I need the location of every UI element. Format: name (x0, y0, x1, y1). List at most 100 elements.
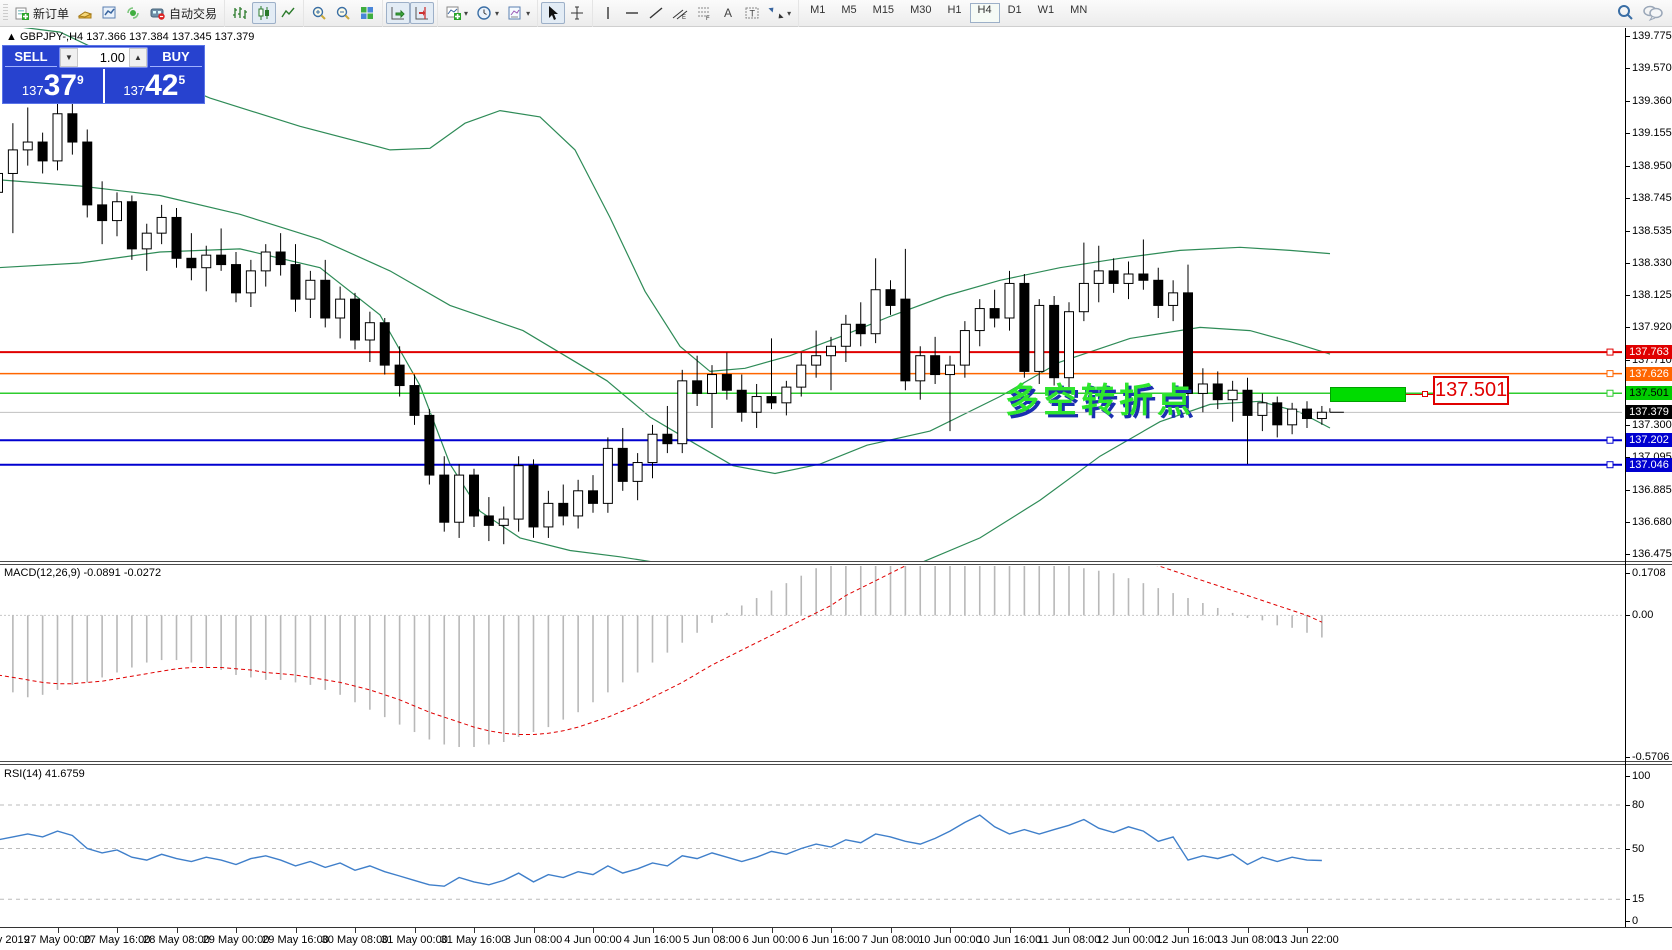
tile-windows-button[interactable] (355, 2, 379, 24)
trendline-button[interactable] (644, 2, 668, 24)
candlestick-chart-button[interactable] (252, 2, 277, 24)
price-flag-137.046[interactable]: 137.046 (1626, 457, 1672, 472)
time-label: 13 Jun 22:00 (1275, 934, 1339, 946)
volume-input[interactable] (78, 48, 129, 67)
volume-down-button[interactable]: ▼ (60, 48, 78, 67)
axis-tick (1625, 360, 1630, 362)
tile-windows-icon (359, 5, 375, 21)
horizontal-line-icon (624, 5, 640, 21)
symbol-period-label: GBPJPY-,H4 (19, 31, 84, 43)
price-box-marker[interactable] (1422, 391, 1428, 397)
text-button[interactable]: A (716, 2, 740, 24)
buy-price[interactable]: 137 42 5 (123, 69, 186, 102)
rsi-pane[interactable] (0, 766, 1625, 927)
indicators-button[interactable]: ▾ (441, 2, 472, 24)
time-tick (355, 928, 356, 933)
sell-price[interactable]: 137 37 9 (3, 69, 105, 103)
time-label: 28 May 08:00 (143, 934, 210, 946)
time-label: 12 Jun 16:00 (1156, 934, 1220, 946)
history-center-button[interactable] (73, 2, 97, 24)
new-order-button[interactable]: 新订单 (10, 2, 73, 24)
time-label: 3 Jun 08:00 (504, 934, 563, 946)
macd-pane[interactable] (0, 566, 1625, 762)
timeframe-mn-button[interactable]: MN (1070, 4, 1088, 16)
zoom-out-button[interactable] (331, 2, 355, 24)
timeframe-h4-button[interactable]: H4 (969, 3, 1000, 23)
volume-stepper: ▼ ▲ (59, 47, 148, 68)
cursor-button[interactable] (541, 2, 566, 24)
time-tick (176, 928, 178, 933)
toolbar-grip[interactable] (3, 4, 8, 22)
templates-icon (507, 5, 523, 21)
green-highlight-rectangle[interactable] (1330, 387, 1406, 402)
price-box-connector (1406, 394, 1433, 395)
time-tick (652, 928, 654, 933)
signal-button[interactable] (121, 2, 145, 24)
main-price-chart[interactable] (0, 28, 1625, 562)
axis-tick (1625, 295, 1630, 297)
candlestick-chart-icon (256, 5, 272, 21)
line-chart-icon (280, 5, 296, 21)
equidistant-channel-button[interactable]: E (668, 2, 692, 24)
axis-tick (1625, 522, 1630, 524)
pane-separator[interactable] (0, 761, 1672, 765)
pane-separator[interactable] (0, 561, 1672, 565)
price-annotation-box[interactable]: 137.501 (1433, 376, 1509, 405)
autotrade-button[interactable]: 自动交易 (145, 2, 221, 24)
timeframe-m15-button[interactable]: M15 (872, 4, 895, 16)
price-flag-137.379[interactable]: 137.379 (1626, 405, 1672, 420)
axis-tick (1625, 848, 1630, 850)
crosshair-button[interactable] (565, 2, 589, 24)
periods-button[interactable]: ▾ (472, 2, 503, 24)
new-order-label: 新订单 (33, 6, 70, 21)
zoom-out-icon (335, 5, 351, 21)
axis-tick (1625, 263, 1630, 264)
axis-tick (1625, 490, 1630, 492)
sell-button[interactable]: SELL (5, 49, 57, 67)
price-tick: 139.360 (1632, 95, 1672, 108)
vertical-line-button[interactable] (596, 2, 620, 24)
price-flag-137.763[interactable]: 137.763 (1626, 345, 1672, 360)
templates-button[interactable]: ▾ (503, 2, 534, 24)
rsi-tick: 0 (1632, 915, 1639, 927)
bar-chart-button[interactable] (228, 2, 252, 24)
chinese-annotation[interactable]: 多空转折点 (1005, 381, 1195, 421)
chart-shift-button[interactable] (410, 2, 435, 24)
chat-icon[interactable] (1642, 3, 1664, 24)
timeframe-m1-button[interactable]: M1 (810, 4, 826, 16)
timeframe-m5-button[interactable]: M5 (841, 4, 857, 16)
templates-caret-icon: ▾ (526, 8, 531, 18)
chart-window-button[interactable] (97, 2, 121, 24)
zoom-in-button[interactable] (307, 2, 331, 24)
volume-up-button[interactable]: ▲ (129, 48, 147, 67)
arrows-button[interactable]: ▾ (764, 2, 795, 24)
periods-caret-icon: ▾ (495, 8, 500, 18)
fibonacci-button[interactable]: F (692, 2, 716, 24)
timeframe-d1-button[interactable]: D1 (1007, 4, 1022, 16)
axis-tick (1625, 776, 1630, 777)
auto-scroll-button[interactable] (386, 2, 411, 24)
periods-icon (476, 5, 492, 21)
price-tick: 138.125 (1632, 289, 1672, 302)
price-flag-137.501[interactable]: 137.501 (1626, 386, 1672, 401)
timeframe-w1-button[interactable]: W1 (1037, 4, 1055, 16)
search-icon[interactable] (1616, 3, 1634, 24)
price-tick: 137.920 (1632, 321, 1672, 334)
time-label: 11 Jun 08:00 (1037, 934, 1101, 946)
price-flag-137.202[interactable]: 137.202 (1626, 433, 1672, 448)
price-flag-137.626[interactable]: 137.626 (1626, 366, 1672, 381)
macd-label: MACD(12,26,9) -0.0891 -0.0272 (4, 567, 162, 579)
new-order-icon (14, 5, 30, 21)
rsi-label: RSI(14) 41.6759 (4, 768, 85, 780)
horizontal-line-button[interactable] (620, 2, 644, 24)
time-label: 24 May 2019 (0, 934, 30, 946)
buy-button[interactable]: BUY (150, 49, 202, 67)
timeframe-h1-button[interactable]: H1 (947, 4, 962, 16)
direction-icon: ▲ (6, 31, 17, 43)
zoom-in-icon (311, 5, 327, 21)
time-label: 10 Jun 00:00 (918, 934, 982, 946)
text-label-button[interactable]: T (740, 2, 764, 24)
timeframe-m30-button[interactable]: M30 (910, 4, 932, 16)
line-chart-button[interactable] (276, 2, 300, 24)
